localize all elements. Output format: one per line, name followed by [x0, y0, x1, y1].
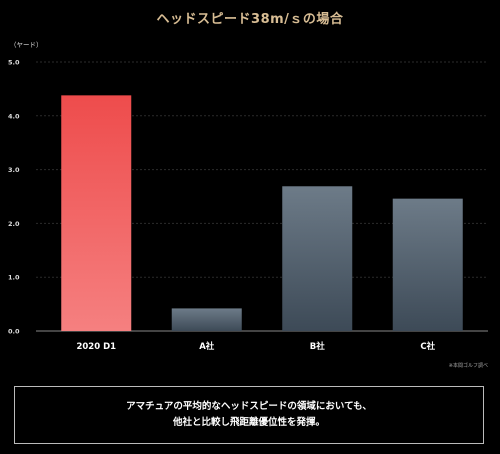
message-box: アマチュアの平均的なヘッドスピードの領域においても、 他社と比較し飛距離優位性を… [14, 386, 484, 444]
bar-competitor-3 [392, 198, 463, 331]
source-footnote: ※本間ゴルフ調べ [448, 363, 488, 369]
message-line-1: アマチュアの平均的なヘッドスピードの領域においても、 [126, 400, 372, 412]
y-tick-label: 5.0 [8, 59, 20, 67]
bar-competitor-2 [282, 186, 353, 331]
x-tick-label: A社 [199, 341, 215, 352]
y-tick-label: 0.0 [8, 328, 20, 336]
y-tick-label: 4.0 [8, 112, 20, 120]
bar-2020-d1 [61, 95, 132, 331]
y-tick-label: 3.0 [8, 166, 20, 174]
y-tick-label: 2.0 [8, 220, 20, 228]
bar-chart: （ヤード） 0.0 1.0 2.0 3.0 4.0 5.0 2020 D1 A社 B社 C社 [8, 41, 488, 352]
y-axis-label: （ヤード） [10, 41, 43, 49]
message-line-2: 他社と比較し飛距離優位性を発揮。 [172, 417, 325, 428]
chart-title: ヘッドスピード38m/ｓの場合 [156, 12, 344, 27]
x-tick-label: C社 [420, 341, 435, 352]
x-tick-label: 2020 D1 [76, 342, 116, 352]
y-tick-label: 1.0 [8, 274, 20, 282]
x-tick-label: B社 [310, 341, 325, 352]
bar-competitor-1 [171, 308, 242, 331]
